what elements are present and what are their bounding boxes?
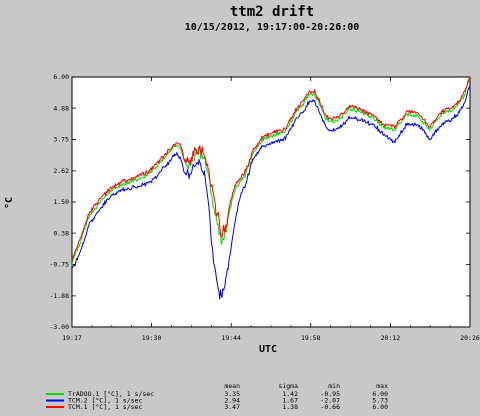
series-layer bbox=[71, 76, 471, 300]
x-tick-label: 19:30 bbox=[142, 334, 162, 342]
legend-entry-name: TCM.1 [°C], 1 s/sec bbox=[68, 403, 142, 411]
legend-stat-min: -0.95 bbox=[320, 390, 340, 398]
y-tick-label: -0.75 bbox=[49, 261, 69, 269]
legend-stat-mean: 3.35 bbox=[224, 390, 240, 398]
y-tick-label: 1.50 bbox=[53, 198, 69, 206]
legend-stat-sigma: 1.38 bbox=[282, 403, 298, 411]
legend-stat-sigma: 1.67 bbox=[282, 397, 298, 405]
stat-header-mean: mean bbox=[224, 382, 240, 390]
y-tick-label: 6.00 bbox=[53, 73, 69, 81]
y-tick-label: 3.75 bbox=[53, 136, 69, 144]
series-line-1 bbox=[71, 84, 471, 300]
x-tick-label: 19:17 bbox=[62, 334, 82, 342]
y-axis-label: °C bbox=[4, 197, 15, 209]
plot-area bbox=[71, 76, 471, 328]
x-tick-label: 19:58 bbox=[301, 334, 321, 342]
y-tick-label: 4.88 bbox=[53, 104, 69, 112]
legend-stat-min: -2.07 bbox=[320, 397, 340, 405]
legend-entry-name: TCM.2 [°C], 1 s/sec bbox=[68, 397, 142, 405]
x-tick-label: 20:12 bbox=[381, 334, 401, 342]
y-tick-label: -3.00 bbox=[49, 323, 69, 331]
legend-stat-max: 5.73 bbox=[372, 397, 388, 405]
series-line-2 bbox=[71, 76, 471, 262]
legend-entry-name: TrADOO.1 [°C], 1 s/sec bbox=[68, 390, 154, 398]
x-axis-ticks: 19:17 19:30 19:44 19:58 20:12 20:26 bbox=[62, 77, 480, 342]
legend-stat-sigma: 1.42 bbox=[282, 390, 298, 398]
legend-stat-mean: 2.94 bbox=[224, 397, 240, 405]
legend-stat-max: 6.00 bbox=[372, 403, 388, 411]
x-tick-label: 20:26 bbox=[460, 334, 480, 342]
legend-stat-min: -0.66 bbox=[320, 403, 340, 411]
stat-header-min: min bbox=[328, 382, 340, 390]
stat-header-sigma: sigma bbox=[278, 382, 298, 390]
y-axis-ticks: 6.00 4.88 3.75 2.62 1.50 0.38 -0.75 -1.88 -3.00 bbox=[49, 73, 470, 331]
y-tick-label: -1.88 bbox=[49, 292, 69, 300]
series-line-0 bbox=[71, 78, 471, 267]
y-tick-label: 2.62 bbox=[53, 167, 69, 175]
legend: mean sigma min max TrADOO.1 [°C], 1 s/se… bbox=[46, 382, 388, 411]
y-tick-label: 0.38 bbox=[53, 229, 69, 237]
chart-title: ttm2 drift bbox=[230, 4, 314, 20]
x-tick-label: 19:44 bbox=[221, 334, 241, 342]
legend-stat-max: 6.00 bbox=[372, 390, 388, 398]
legend-stat-mean: 3.47 bbox=[224, 403, 240, 411]
chart-subtitle: 10/15/2012, 19:17:00-20:26:00 bbox=[185, 22, 360, 33]
x-axis-label: UTC bbox=[259, 344, 277, 355]
stat-header-max: max bbox=[376, 382, 388, 390]
